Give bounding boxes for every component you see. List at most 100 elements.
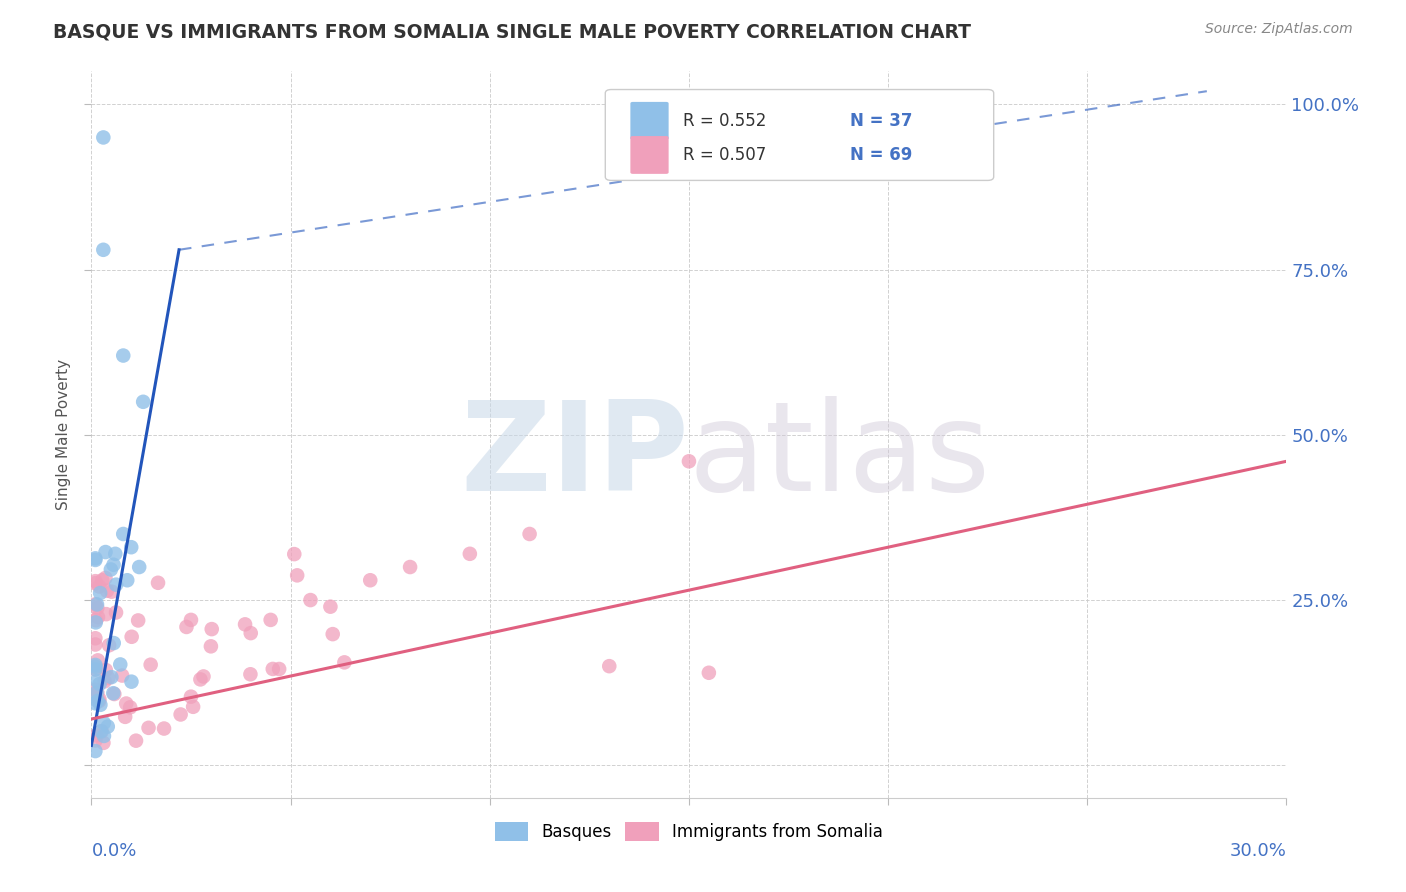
Point (146, 575, 169, 590)
Point (84, 696, 107, 710)
Text: BASQUE VS IMMIGRANTS FROM SOMALIA SINGLE MALE POVERTY CORRELATION CHART: BASQUE VS IMMIGRANTS FROM SOMALIA SINGLE… (53, 22, 972, 41)
Point (93, 243, 114, 257)
Point (84, 632, 107, 646)
Point (104, 547, 127, 561)
Text: R = 0.552: R = 0.552 (683, 112, 766, 130)
Text: ZIP: ZIP (460, 396, 689, 517)
Point (139, 657, 162, 672)
Point (259, 613, 281, 627)
Text: R = 0.507: R = 0.507 (683, 146, 766, 164)
Point (112, 527, 135, 541)
Point (359, 573, 381, 587)
Point (84, 615, 107, 630)
Point (120, 540, 142, 554)
Point (98, 638, 121, 652)
Point (86, 598, 108, 612)
Point (169, 707, 191, 722)
Point (128, 560, 150, 574)
Point (105, 606, 128, 620)
Point (399, 560, 422, 574)
FancyBboxPatch shape (605, 89, 994, 180)
Point (94, 571, 117, 585)
Point (103, 686, 125, 700)
Point (110, 657, 132, 672)
Point (86, 694, 108, 708)
Point (200, 640, 222, 654)
Point (87, 653, 110, 667)
Point (84, 659, 107, 673)
Point (84, 638, 107, 652)
Point (100, 562, 122, 576)
Point (283, 547, 305, 561)
Point (115, 697, 138, 711)
Point (86, 686, 108, 700)
Point (100, 670, 122, 684)
Point (93, 729, 115, 743)
Point (84, 553, 107, 567)
Point (96, 583, 118, 598)
Point (84, 662, 107, 676)
Point (84, 744, 107, 758)
Point (93, 736, 115, 750)
Point (94, 663, 117, 677)
Point (138, 721, 160, 735)
Point (103, 558, 125, 572)
Point (84, 551, 107, 566)
Point (87, 610, 110, 624)
Text: atlas: atlas (689, 396, 991, 517)
Point (89, 698, 111, 712)
Point (519, 527, 541, 541)
Point (87, 694, 110, 708)
Point (105, 577, 128, 591)
FancyBboxPatch shape (630, 102, 669, 140)
Point (678, 454, 700, 468)
Point (91, 573, 114, 587)
Point (319, 599, 342, 614)
Point (239, 667, 262, 681)
Point (94, 545, 117, 559)
Point (84, 597, 107, 611)
Point (86, 674, 108, 689)
Point (84, 576, 107, 591)
Point (90, 724, 112, 739)
Point (176, 620, 198, 634)
Legend: Basques, Immigrants from Somalia: Basques, Immigrants from Somalia (488, 815, 890, 848)
Point (299, 593, 322, 607)
Point (84, 662, 107, 676)
Point (153, 722, 176, 736)
Point (121, 630, 143, 644)
Point (93, 674, 115, 689)
Point (100, 584, 122, 599)
Point (96, 607, 118, 621)
Point (93, 715, 115, 730)
Point (125, 733, 148, 747)
Point (201, 622, 224, 636)
Point (127, 614, 149, 628)
Point (111, 668, 134, 682)
Point (697, 665, 720, 680)
Point (285, 568, 308, 582)
Point (233, 617, 256, 632)
Point (89, 677, 111, 691)
Point (132, 394, 155, 409)
Point (97, 671, 120, 685)
Point (103, 687, 125, 701)
Point (193, 669, 215, 683)
Point (181, 699, 204, 714)
Point (114, 710, 136, 724)
Text: N = 69: N = 69 (851, 146, 912, 164)
Point (112, 349, 135, 363)
Point (93, 130, 114, 145)
Text: Source: ZipAtlas.com: Source: ZipAtlas.com (1205, 22, 1353, 37)
Point (190, 673, 212, 687)
Point (89, 586, 111, 600)
Point (84, 613, 107, 627)
FancyBboxPatch shape (630, 136, 669, 174)
Point (120, 700, 142, 714)
Point (103, 636, 125, 650)
Point (84, 574, 107, 589)
Text: 0.0%: 0.0% (91, 842, 136, 860)
Point (458, 547, 481, 561)
Point (115, 573, 138, 587)
Point (333, 656, 356, 670)
